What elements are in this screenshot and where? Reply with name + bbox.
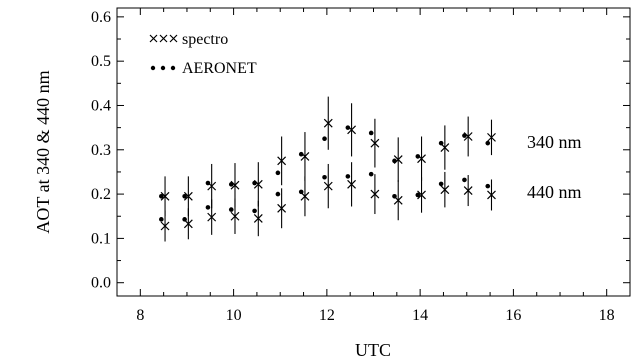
- point-spectro-440nm: [417, 190, 426, 200]
- point-spectro-340nm: [183, 191, 193, 201]
- legend-label-aeronet: AERONET: [182, 60, 257, 77]
- point-aeronet-340nm: [485, 140, 491, 146]
- point-aeronet-440nm: [485, 183, 491, 189]
- point-aeronet-340nm: [368, 130, 374, 136]
- point-spectro-340nm: [323, 118, 333, 128]
- point-aeronet-340nm: [322, 136, 327, 142]
- point-aeronet-440nm: [415, 192, 421, 198]
- point-spectro-440nm: [440, 185, 450, 195]
- point-aeronet-440nm: [345, 174, 351, 179]
- axis-ticks: 8 10 12 14 16 18 0.0 0.1 0.2 0.3 0.4 0.5 0.6: [91, 8, 631, 324]
- point-aeronet-440nm: [159, 217, 164, 222]
- data-marks: [159, 96, 496, 242]
- point-aeronet-440nm: [298, 189, 304, 195]
- annotation-340nm: 340 nm: [527, 132, 582, 152]
- y-tick-label: 0.5: [91, 53, 111, 70]
- y-tick-label: 0.2: [91, 186, 111, 203]
- x-tick-label: 8: [136, 307, 144, 324]
- point-aeronet-340nm: [298, 151, 304, 157]
- y-tick-label: 0.4: [91, 97, 111, 114]
- x-tick-label: 14: [412, 307, 428, 324]
- point-spectro-440nm: [323, 181, 333, 191]
- x-tick-label: 12: [319, 307, 335, 324]
- point-aeronet-340nm: [415, 154, 421, 159]
- point-aeronet-340nm: [345, 125, 351, 130]
- x-tick-label: 10: [226, 307, 242, 324]
- y-tick-label: 0.1: [91, 230, 111, 247]
- point-spectro-440nm: [277, 203, 287, 213]
- legend-label-spectro: spectro: [182, 31, 228, 48]
- point-aeronet-340nm: [252, 180, 257, 186]
- point-aeronet-340nm: [275, 170, 281, 176]
- y-tick-label: 0.0: [91, 275, 111, 292]
- point-aeronet-340nm: [159, 194, 164, 199]
- x-tick-label: 18: [599, 307, 615, 324]
- point-spectro-340nm: [160, 191, 170, 201]
- point-aeronet-340nm: [205, 180, 211, 186]
- legend-marker-spectro: [149, 34, 178, 43]
- point-aeronet-440nm: [438, 181, 444, 187]
- point-aeronet-340nm: [462, 133, 467, 138]
- point-spectro-440nm: [230, 211, 240, 221]
- point-spectro-440nm: [370, 189, 380, 199]
- point-aeronet-440nm: [322, 174, 327, 180]
- point-aeronet-440nm: [462, 177, 467, 183]
- point-aeronet-440nm: [392, 194, 397, 199]
- point-spectro-340nm: [487, 132, 496, 142]
- point-aeronet-440nm: [275, 191, 281, 197]
- point-spectro-340nm: [370, 138, 380, 148]
- point-aeronet-340nm: [228, 182, 234, 187]
- point-spectro-440nm: [487, 190, 496, 200]
- point-spectro-340nm: [277, 156, 287, 166]
- y-tick-label: 0.6: [91, 9, 111, 26]
- x-tick-label: 16: [505, 307, 521, 324]
- point-aeronet-440nm: [205, 205, 211, 210]
- point-spectro-440nm: [347, 179, 357, 189]
- point-aeronet-440nm: [228, 207, 234, 212]
- point-spectro-440nm: [207, 212, 217, 222]
- point-aeronet-340nm: [392, 158, 397, 164]
- y-axis-title: AOT at 340 & 440 nm: [33, 70, 53, 233]
- x-axis-title: UTC: [355, 340, 391, 360]
- legend: spectro AERONET: [149, 31, 257, 77]
- point-aeronet-440nm: [182, 217, 187, 222]
- annotation-440nm: 440 nm: [527, 182, 582, 202]
- point-aeronet-340nm: [438, 140, 444, 146]
- point-aeronet-440nm: [368, 171, 374, 177]
- point-aeronet-340nm: [182, 194, 187, 199]
- point-spectro-440nm: [160, 221, 170, 231]
- plot-frame: [116, 7, 631, 297]
- point-spectro-440nm: [253, 214, 263, 223]
- point-aeronet-440nm: [252, 208, 257, 214]
- y-tick-label: 0.3: [91, 142, 111, 159]
- point-spectro-440nm: [463, 186, 473, 195]
- legend-marker-aeronet: [150, 65, 176, 71]
